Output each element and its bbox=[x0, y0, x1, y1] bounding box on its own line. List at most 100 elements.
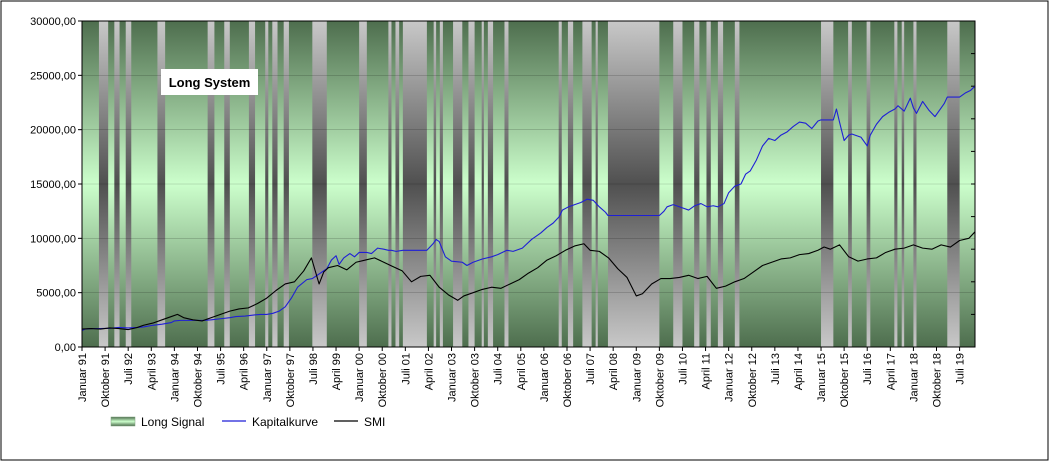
x-tick-label: April 11 bbox=[701, 353, 713, 389]
signal-off-band bbox=[481, 21, 484, 347]
x-tick-label: Januar 18 bbox=[908, 353, 920, 402]
plot-border bbox=[81, 20, 976, 348]
signal-off-band bbox=[913, 21, 917, 347]
x-tick-label: Oktober 03 bbox=[470, 353, 482, 407]
signal-off-band bbox=[439, 21, 443, 347]
x-tick-label: April 99 bbox=[331, 353, 343, 390]
series-lines bbox=[81, 85, 976, 332]
x-tick-label: April 08 bbox=[608, 353, 620, 390]
x-tick-label: Oktober 06 bbox=[562, 353, 574, 407]
series-line-kapitalkurve bbox=[81, 85, 976, 332]
y-tick-label: 5000,00 bbox=[36, 288, 76, 300]
y-tick-label: 30000,00 bbox=[30, 16, 76, 28]
signal-off-band bbox=[694, 21, 700, 347]
signal-off-band bbox=[98, 21, 109, 347]
x-tick-label: Oktober 94 bbox=[192, 353, 204, 407]
signal-off-band bbox=[673, 21, 683, 347]
long-signal-bars bbox=[98, 21, 960, 347]
x-tick-label: Oktober 15 bbox=[839, 353, 851, 407]
legend-label-kapitalkurve: Kapitalkurve bbox=[252, 415, 318, 429]
signal-off-band bbox=[283, 21, 289, 347]
x-tick-label: April 93 bbox=[146, 353, 158, 390]
x-tick-label: Juli 04 bbox=[493, 353, 505, 385]
y-tick-label: 10000,00 bbox=[30, 233, 76, 245]
x-tick-label: April 96 bbox=[239, 353, 251, 390]
signal-off-band bbox=[395, 21, 400, 347]
signal-off-band bbox=[734, 21, 740, 347]
x-axis: Januar 91 Oktober 91 Juli 92 April 93 Januar… bbox=[77, 347, 967, 407]
x-tick-label: April 05 bbox=[516, 353, 528, 390]
series-line-smi bbox=[81, 231, 976, 331]
x-tick-label: Januar 09 bbox=[631, 353, 643, 402]
x-tick-label: Juli 92 bbox=[123, 353, 135, 385]
signal-off-band bbox=[207, 21, 215, 347]
legend: Long Signal Kapitalkurve SMI bbox=[110, 415, 385, 429]
legend-label-long-signal: Long Signal bbox=[141, 415, 204, 429]
x-tick-label: Juli 19 bbox=[955, 353, 967, 385]
chart-title: Long System bbox=[169, 75, 251, 90]
signal-off-band bbox=[706, 21, 711, 347]
y-tick-label: 0,00 bbox=[55, 342, 76, 354]
chart-title-box: Long System bbox=[161, 69, 258, 95]
signal-off-band bbox=[866, 21, 871, 347]
x-tick-label: Juli 13 bbox=[770, 353, 782, 385]
signal-off-band bbox=[717, 21, 724, 347]
signal-off-band bbox=[359, 21, 367, 347]
signal-off-band bbox=[901, 21, 905, 347]
legend-label-smi: SMI bbox=[364, 415, 385, 429]
x-tick-label: April 02 bbox=[423, 353, 435, 390]
x-tick-label: Juli 16 bbox=[862, 353, 874, 385]
legend-swatch-long-signal bbox=[110, 416, 136, 427]
y-tick-label: 15000,00 bbox=[30, 179, 76, 191]
x-tick-label: Januar 12 bbox=[724, 353, 736, 402]
x-tick-label: Juli 95 bbox=[216, 353, 228, 385]
signal-off-band bbox=[433, 21, 437, 347]
x-tick-label: Januar 97 bbox=[262, 353, 274, 402]
signal-off-band bbox=[894, 21, 898, 347]
signal-off-band bbox=[265, 21, 269, 347]
signal-off-band bbox=[114, 21, 120, 347]
x-tick-label: April 17 bbox=[885, 353, 897, 390]
x-tick-label: Oktober 00 bbox=[377, 353, 389, 407]
signal-off-band bbox=[468, 21, 475, 347]
signal-off-band bbox=[558, 21, 562, 347]
signal-off-band bbox=[248, 21, 256, 347]
x-tick-label: Oktober 97 bbox=[285, 353, 297, 407]
signal-off-band bbox=[567, 21, 574, 347]
signal-off-band bbox=[224, 21, 230, 347]
signal-off-band bbox=[453, 21, 463, 347]
x-tick-label: Juli 10 bbox=[677, 353, 689, 385]
x-tick-label: Januar 06 bbox=[539, 353, 551, 402]
gridlines bbox=[82, 75, 975, 293]
signal-off-band bbox=[487, 21, 494, 347]
x-tick-label: Januar 00 bbox=[354, 353, 366, 402]
signal-off-band bbox=[312, 21, 327, 347]
x-tick-label: Juli 01 bbox=[400, 353, 412, 385]
signal-off-band bbox=[582, 21, 592, 347]
y-tick-label: 20000,00 bbox=[30, 125, 76, 137]
x-tick-label: Oktober 12 bbox=[747, 353, 759, 407]
y-axis: 0,00 5000,00 10000,00 15000,00 20000,00 25000… bbox=[30, 16, 82, 354]
x-tick-label: Januar 03 bbox=[447, 353, 459, 402]
x-tick-label: Januar 15 bbox=[816, 353, 828, 402]
signal-off-band bbox=[821, 21, 834, 347]
signal-off-band bbox=[504, 21, 509, 347]
signal-off-band bbox=[157, 21, 166, 347]
x-tick-label: Juli 98 bbox=[308, 353, 320, 385]
signal-off-band bbox=[607, 21, 660, 347]
signal-off-band bbox=[595, 21, 598, 347]
x-tick-label: Juli 07 bbox=[585, 353, 597, 385]
x-tick-label: Januar 94 bbox=[169, 353, 181, 402]
signal-off-band bbox=[388, 21, 392, 347]
x-tick-label: Oktober 91 bbox=[100, 353, 112, 407]
x-tick-label: Oktober 18 bbox=[932, 353, 944, 407]
x-tick-label: Oktober 09 bbox=[654, 353, 666, 407]
x-tick-label: April 14 bbox=[793, 353, 805, 390]
x-tick-label: Januar 91 bbox=[77, 353, 89, 402]
signal-off-band bbox=[272, 21, 278, 347]
signal-off-band bbox=[402, 21, 427, 347]
y-tick-label: 25000,00 bbox=[30, 70, 76, 82]
signal-off-band bbox=[947, 21, 960, 347]
signal-off-band bbox=[125, 21, 132, 347]
